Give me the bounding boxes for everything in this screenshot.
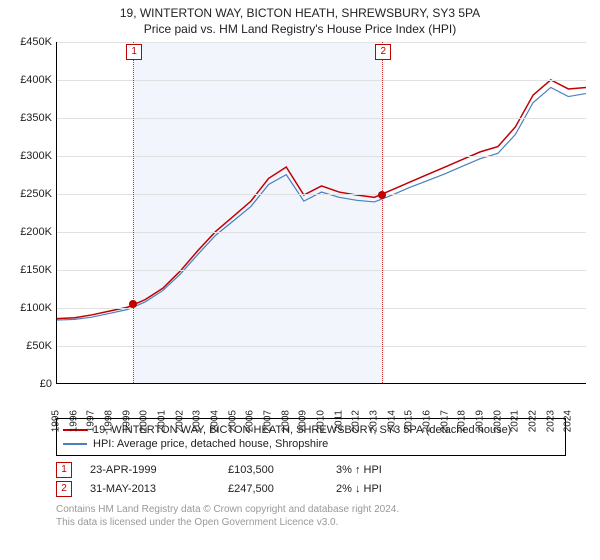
x-tick-label: 2024 <box>563 410 574 432</box>
x-tick-label: 2007 <box>263 410 274 432</box>
y-tick-label: £50K <box>26 340 52 352</box>
x-tick-label: 2013 <box>369 410 380 432</box>
event-number: 2 <box>56 481 72 497</box>
y-tick-label: £300K <box>20 150 52 162</box>
title-sub: Price paid vs. HM Land Registry's House … <box>10 22 590 36</box>
x-tick-label: 2017 <box>439 410 450 432</box>
x-tick-label: 2022 <box>528 410 539 432</box>
x-tick-label: 2000 <box>139 410 150 432</box>
event-marker: 2 <box>375 44 391 60</box>
sale-point <box>378 191 386 199</box>
event-price: £103,500 <box>228 464 318 476</box>
events-table: 1 23-APR-1999 £103,500 3% ↑ HPI 2 31-MAY-2013… <box>56 462 590 497</box>
gridline <box>57 308 586 309</box>
event-vline <box>133 42 134 383</box>
x-tick-label: 2008 <box>280 410 291 432</box>
x-tick-label: 2010 <box>316 410 327 432</box>
x-tick-label: 2001 <box>157 410 168 432</box>
event-date: 31-MAY-2013 <box>90 483 210 495</box>
chart: £0 £50K £100K £150K £200K £250K £300K £350K £400… <box>10 42 590 412</box>
legend-label: HPI: Average price, detached house, Shro… <box>93 438 328 450</box>
x-tick-label: 2018 <box>457 410 468 432</box>
gridline <box>57 80 586 81</box>
gridline <box>57 42 586 43</box>
x-tick-label: 2019 <box>475 410 486 432</box>
gridline <box>57 194 586 195</box>
x-tick-label: 2002 <box>174 410 185 432</box>
x-axis: 1995199619971998199920002001200220032004… <box>56 384 586 412</box>
gridline <box>57 118 586 119</box>
legend-row: HPI: Average price, detached house, Shro… <box>63 437 559 451</box>
event-number: 1 <box>56 462 72 478</box>
footer-line-2: This data is licensed under the Open Gov… <box>56 516 590 529</box>
gridline <box>57 346 586 347</box>
x-tick-label: 2012 <box>351 410 362 432</box>
y-tick-label: £200K <box>20 226 52 238</box>
y-tick-label: £150K <box>20 264 52 276</box>
footer-line-1: Contains HM Land Registry data © Crown c… <box>56 503 590 516</box>
x-tick-label: 1997 <box>86 410 97 432</box>
event-marker: 1 <box>126 44 142 60</box>
x-tick-label: 2023 <box>545 410 556 432</box>
x-tick-label: 2015 <box>404 410 415 432</box>
x-tick-label: 2006 <box>245 410 256 432</box>
footer: Contains HM Land Registry data © Crown c… <box>56 503 590 529</box>
x-tick-label: 2005 <box>227 410 238 432</box>
plot-area: 12 <box>56 42 586 384</box>
series-property <box>57 80 586 319</box>
x-tick-label: 2020 <box>492 410 503 432</box>
gridline <box>57 232 586 233</box>
x-tick-label: 1999 <box>121 410 132 432</box>
x-tick-label: 2014 <box>386 410 397 432</box>
x-tick-label: 2016 <box>422 410 433 432</box>
event-delta: 3% ↑ HPI <box>336 464 416 476</box>
event-delta: 2% ↓ HPI <box>336 483 416 495</box>
x-tick-label: 2003 <box>192 410 203 432</box>
event-row: 2 31-MAY-2013 £247,500 2% ↓ HPI <box>56 481 590 497</box>
x-tick-label: 2009 <box>298 410 309 432</box>
x-tick-label: 1995 <box>51 410 62 432</box>
event-price: £247,500 <box>228 483 318 495</box>
event-vline <box>382 42 383 383</box>
event-date: 23-APR-1999 <box>90 464 210 476</box>
event-row: 1 23-APR-1999 £103,500 3% ↑ HPI <box>56 462 590 478</box>
sale-point <box>129 300 137 308</box>
x-tick-label: 2011 <box>333 410 344 432</box>
y-tick-label: £250K <box>20 188 52 200</box>
y-axis: £0£50K£100K£150K£200K£250K£300K£350K£400… <box>10 42 56 384</box>
legend: 19, WINTERTON WAY, BICTON HEATH, SHREWSB… <box>56 418 566 456</box>
y-tick-label: £450K <box>20 36 52 48</box>
x-tick-label: 1996 <box>68 410 79 432</box>
y-tick-label: £350K <box>20 112 52 124</box>
x-tick-label: 1998 <box>104 410 115 432</box>
x-tick-label: 2004 <box>210 410 221 432</box>
gridline <box>57 156 586 157</box>
y-tick-label: £100K <box>20 302 52 314</box>
y-tick-label: £400K <box>20 74 52 86</box>
title-main: 19, WINTERTON WAY, BICTON HEATH, SHREWSB… <box>10 6 590 20</box>
y-tick-label: £0 <box>40 378 52 390</box>
series-hpi <box>57 87 586 320</box>
x-tick-label: 2021 <box>510 410 521 432</box>
gridline <box>57 270 586 271</box>
legend-swatch <box>63 443 87 445</box>
